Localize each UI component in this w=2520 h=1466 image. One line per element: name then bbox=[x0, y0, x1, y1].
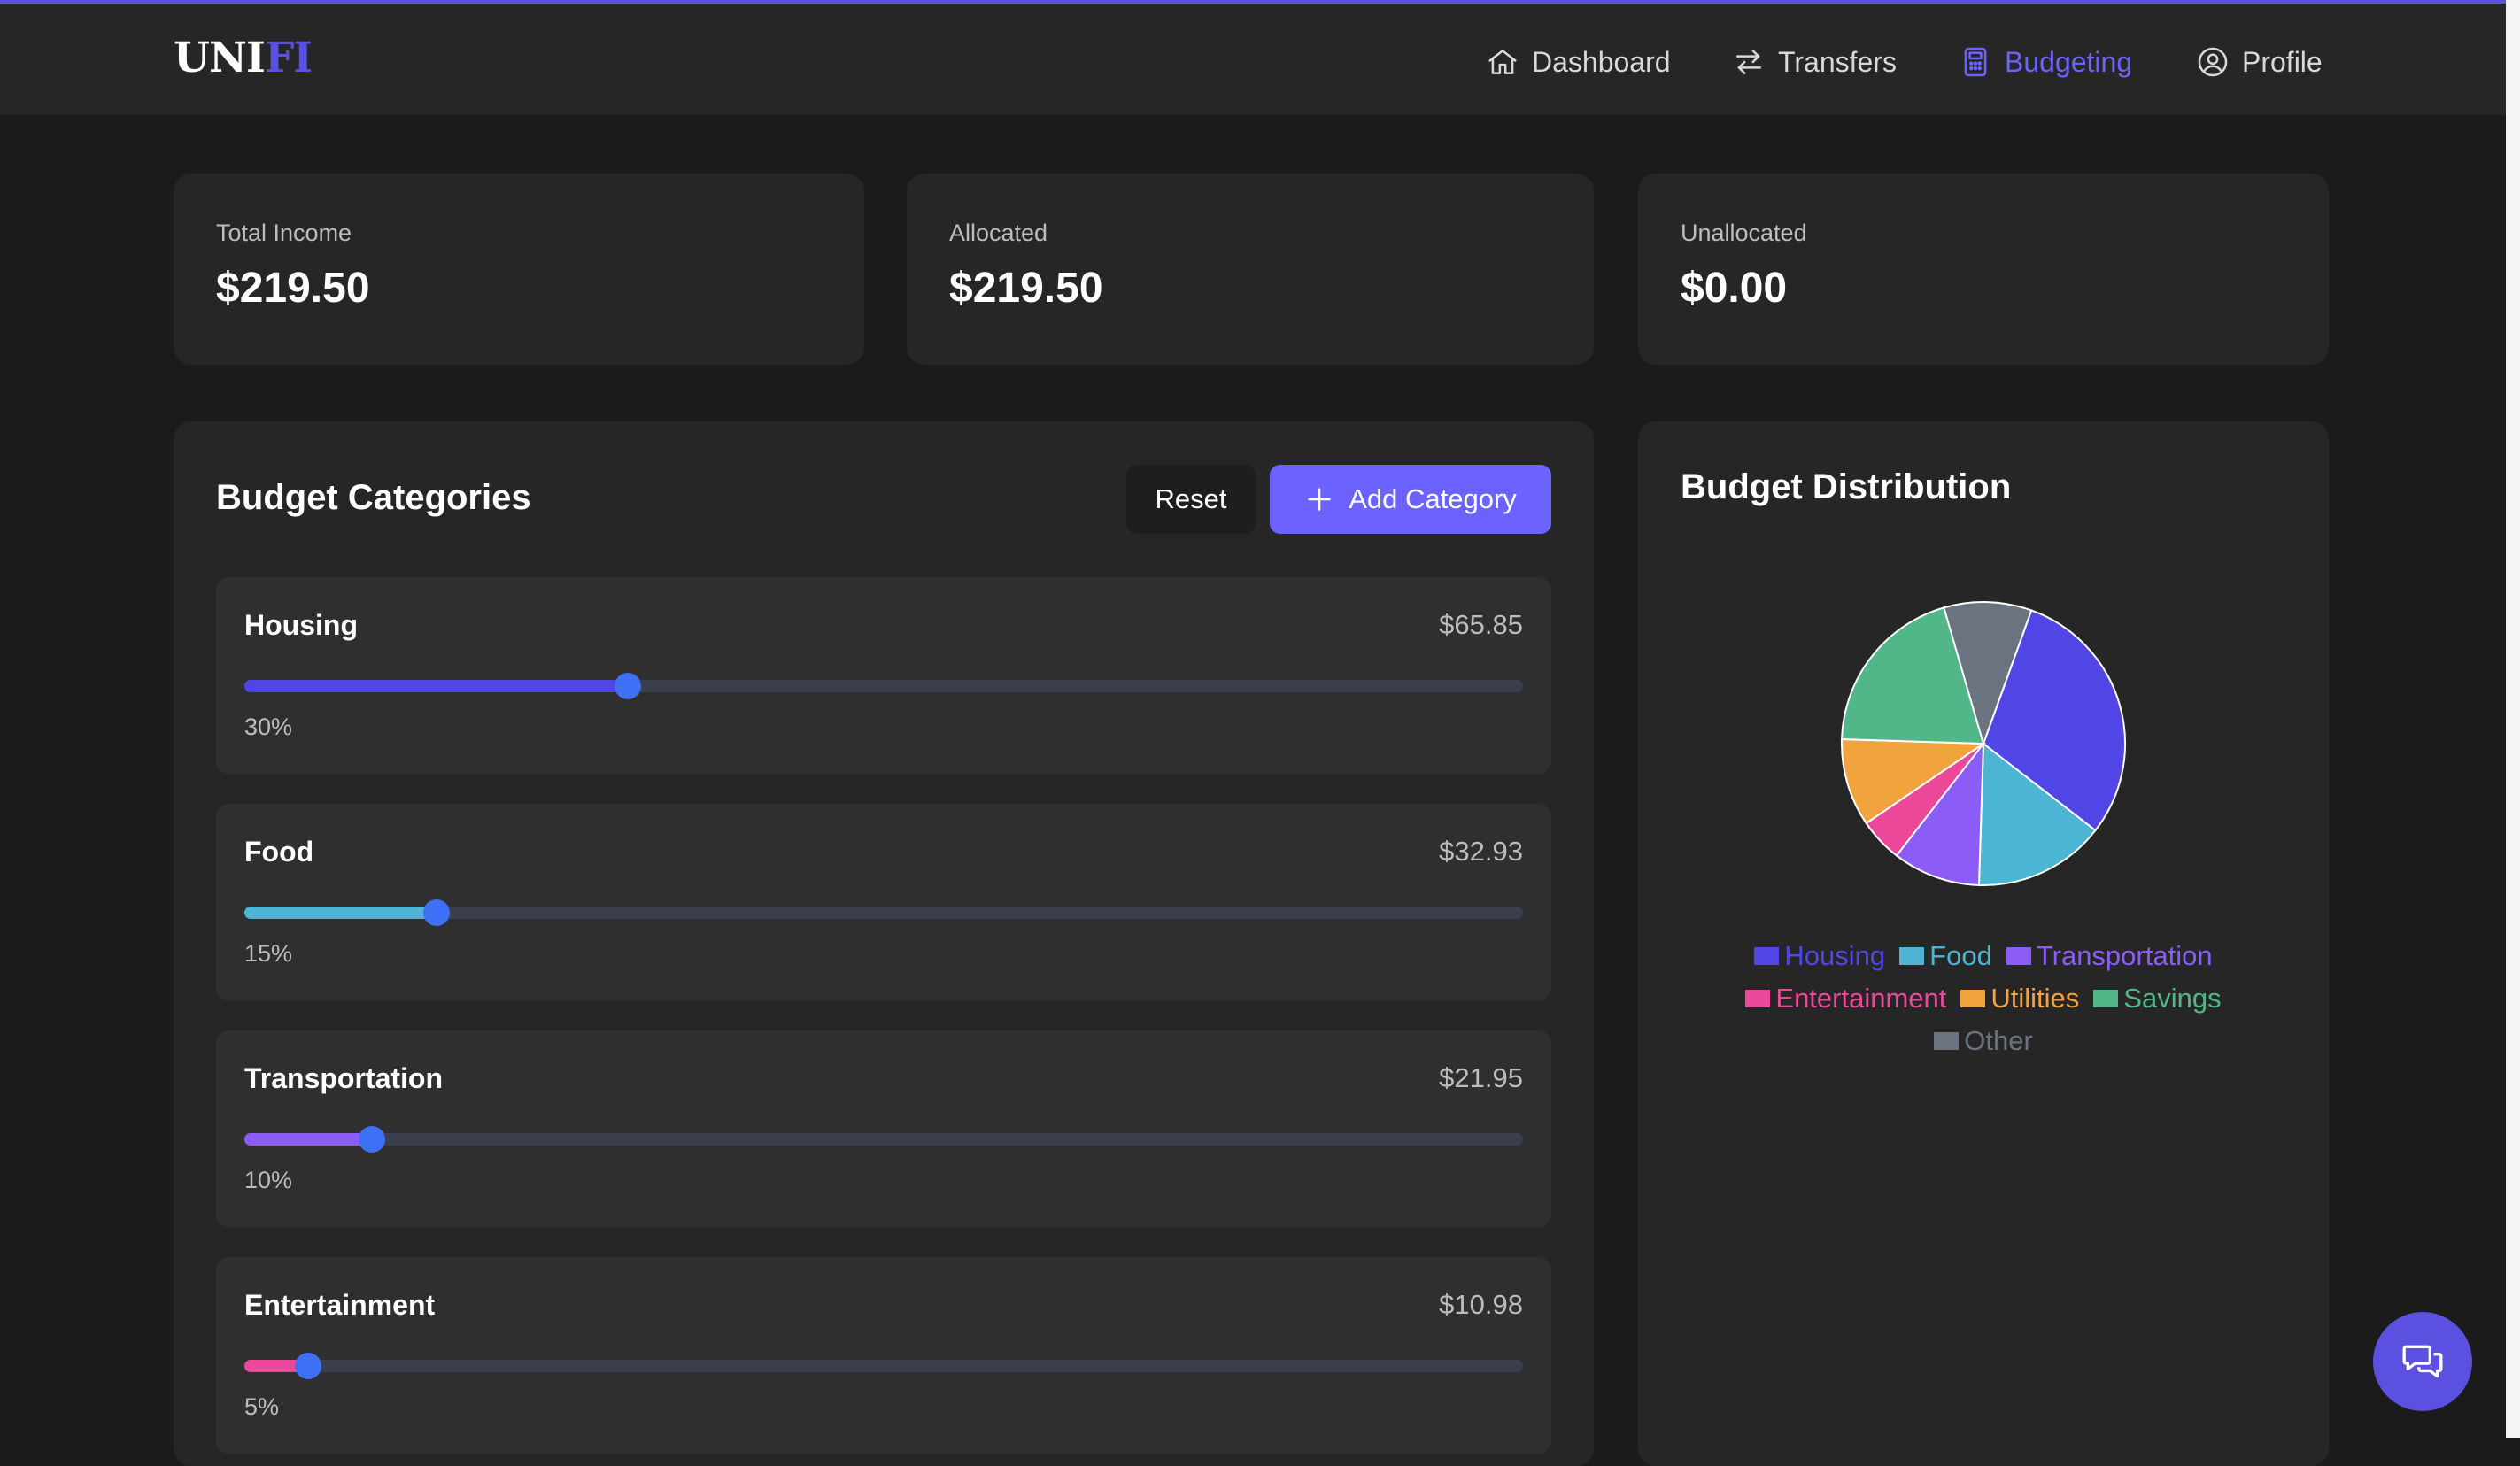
category-row: Transportation $21.95 10% bbox=[216, 1030, 1551, 1227]
total-income-label: Total Income bbox=[216, 220, 352, 246]
calculator-icon bbox=[1964, 47, 1987, 77]
category-slider[interactable] bbox=[244, 1126, 1523, 1153]
chat-bubbles-icon bbox=[2402, 1345, 2443, 1378]
category-name: Entertainment bbox=[244, 1289, 436, 1321]
category-row: Entertainment $10.98 5% bbox=[216, 1257, 1551, 1454]
unallocated-card: Unallocated $0.00 bbox=[1638, 174, 2329, 365]
plus-icon bbox=[1308, 488, 1331, 511]
category-slider-fill bbox=[244, 1360, 309, 1372]
legend-swatch bbox=[1960, 990, 1986, 1007]
category-slider-thumb[interactable] bbox=[295, 1353, 322, 1379]
legend-item-entertainment[interactable]: Entertainment bbox=[1745, 977, 1946, 1020]
budget-categories-title: Budget Categories bbox=[216, 478, 531, 517]
allocated-value: $219.50 bbox=[949, 265, 1103, 312]
category-amount: $65.85 bbox=[1439, 609, 1523, 640]
legend-label: Housing bbox=[1784, 940, 1886, 971]
top-accent-line bbox=[0, 0, 2506, 4]
nav-budgeting[interactable]: Budgeting bbox=[1959, 37, 2132, 87]
pie-slice-food[interactable] bbox=[1977, 742, 2097, 886]
pie-slice-other[interactable] bbox=[1943, 601, 2033, 747]
legend-label: Utilities bbox=[1990, 983, 2080, 1014]
legend-item-food[interactable]: Food bbox=[1899, 935, 1992, 977]
category-percent: 15% bbox=[244, 940, 293, 967]
category-row: Housing $65.85 30% bbox=[216, 577, 1551, 774]
legend-swatch bbox=[1899, 947, 1925, 965]
category-percent: 5% bbox=[244, 1393, 280, 1420]
legend-label: Food bbox=[1929, 940, 1992, 971]
category-slider[interactable] bbox=[244, 673, 1523, 699]
category-slider[interactable] bbox=[244, 899, 1523, 926]
category-slider-fill bbox=[244, 680, 629, 692]
chat-button[interactable] bbox=[2373, 1312, 2472, 1411]
category-amount: $32.93 bbox=[1439, 836, 1523, 867]
legend-item-other[interactable]: Other bbox=[1934, 1020, 2033, 1062]
legend-swatch bbox=[2006, 947, 2031, 965]
brand-logo[interactable]: UNIFI bbox=[174, 34, 313, 82]
nav-transfers-label: Transfers bbox=[1778, 45, 1897, 78]
category-slider-thumb[interactable] bbox=[359, 1126, 386, 1153]
legend-swatch bbox=[1934, 1032, 1960, 1050]
nav-profile-label: Profile bbox=[2242, 45, 2323, 78]
allocated-card: Allocated $219.50 bbox=[907, 174, 1594, 365]
home-icon bbox=[1488, 50, 1517, 74]
legend-swatch bbox=[2093, 990, 2119, 1007]
category-slider-fill bbox=[244, 907, 437, 919]
unallocated-value: $0.00 bbox=[1681, 265, 1788, 312]
scrollbar-track[interactable] bbox=[2506, 0, 2520, 1438]
brand-logo-part2: FI bbox=[264, 34, 313, 82]
pie-slice-savings[interactable] bbox=[1841, 606, 1985, 745]
user-circle-icon bbox=[2198, 47, 2228, 77]
legend-swatch bbox=[1754, 947, 1780, 965]
pie-slice-utilities[interactable] bbox=[1841, 737, 1987, 825]
allocated-label: Allocated bbox=[949, 220, 1048, 246]
add-category-label: Add Category bbox=[1349, 483, 1517, 514]
category-name: Housing bbox=[244, 609, 358, 641]
add-category-button[interactable]: Add Category bbox=[1270, 465, 1551, 534]
legend-label: Savings bbox=[2123, 983, 2222, 1014]
category-slider-thumb[interactable] bbox=[422, 899, 450, 926]
legend-item-transportation[interactable]: Transportation bbox=[2006, 935, 2213, 977]
top-navbar: UNIFI Dashboard Transfers Budgeting Prof… bbox=[0, 4, 2506, 115]
nav-profile[interactable]: Profile bbox=[2196, 37, 2323, 87]
budget-distribution-panel bbox=[1638, 421, 2329, 1466]
nav-transfers[interactable]: Transfers bbox=[1732, 37, 1897, 87]
pie-slice-housing[interactable] bbox=[1982, 609, 2126, 832]
brand-logo-part1: UNI bbox=[174, 34, 266, 82]
category-percent: 30% bbox=[244, 714, 293, 740]
legend-item-savings[interactable]: Savings bbox=[2093, 977, 2222, 1020]
category-slider-fill bbox=[244, 1133, 373, 1146]
category-percent: 10% bbox=[244, 1167, 293, 1193]
category-slider[interactable] bbox=[244, 1353, 1523, 1379]
nav-dashboard[interactable]: Dashboard bbox=[1486, 37, 1671, 87]
budget-pie-chart bbox=[1841, 601, 2126, 886]
category-name: Food bbox=[244, 836, 314, 868]
category-row: Food $32.93 15% bbox=[216, 804, 1551, 1000]
legend-label: Transportation bbox=[2036, 940, 2213, 971]
legend-item-housing[interactable]: Housing bbox=[1754, 935, 1885, 977]
pie-legend: Housing Food Transportation Entertainment Ut… bbox=[1638, 935, 2329, 1062]
nav-dashboard-label: Dashboard bbox=[1532, 45, 1671, 78]
legend-swatch bbox=[1745, 990, 1771, 1007]
budget-distribution-title: Budget Distribution bbox=[1681, 467, 2012, 506]
category-amount: $21.95 bbox=[1439, 1062, 1523, 1093]
reset-button[interactable]: Reset bbox=[1126, 465, 1256, 534]
category-slider-thumb[interactable] bbox=[615, 673, 642, 699]
pie-slice-transportation[interactable] bbox=[1895, 740, 1985, 886]
category-name: Transportation bbox=[244, 1062, 444, 1094]
total-income-value: $219.50 bbox=[216, 265, 370, 312]
legend-label: Other bbox=[1964, 1025, 2033, 1056]
nav-budgeting-label: Budgeting bbox=[2005, 45, 2133, 78]
legend-item-utilities[interactable]: Utilities bbox=[1960, 977, 2079, 1020]
category-amount: $10.98 bbox=[1439, 1289, 1523, 1320]
legend-label: Entertainment bbox=[1775, 983, 1947, 1014]
transfer-arrows-icon bbox=[1736, 50, 1761, 74]
total-income-card: Total Income $219.50 bbox=[174, 174, 864, 365]
unallocated-label: Unallocated bbox=[1681, 220, 1807, 246]
